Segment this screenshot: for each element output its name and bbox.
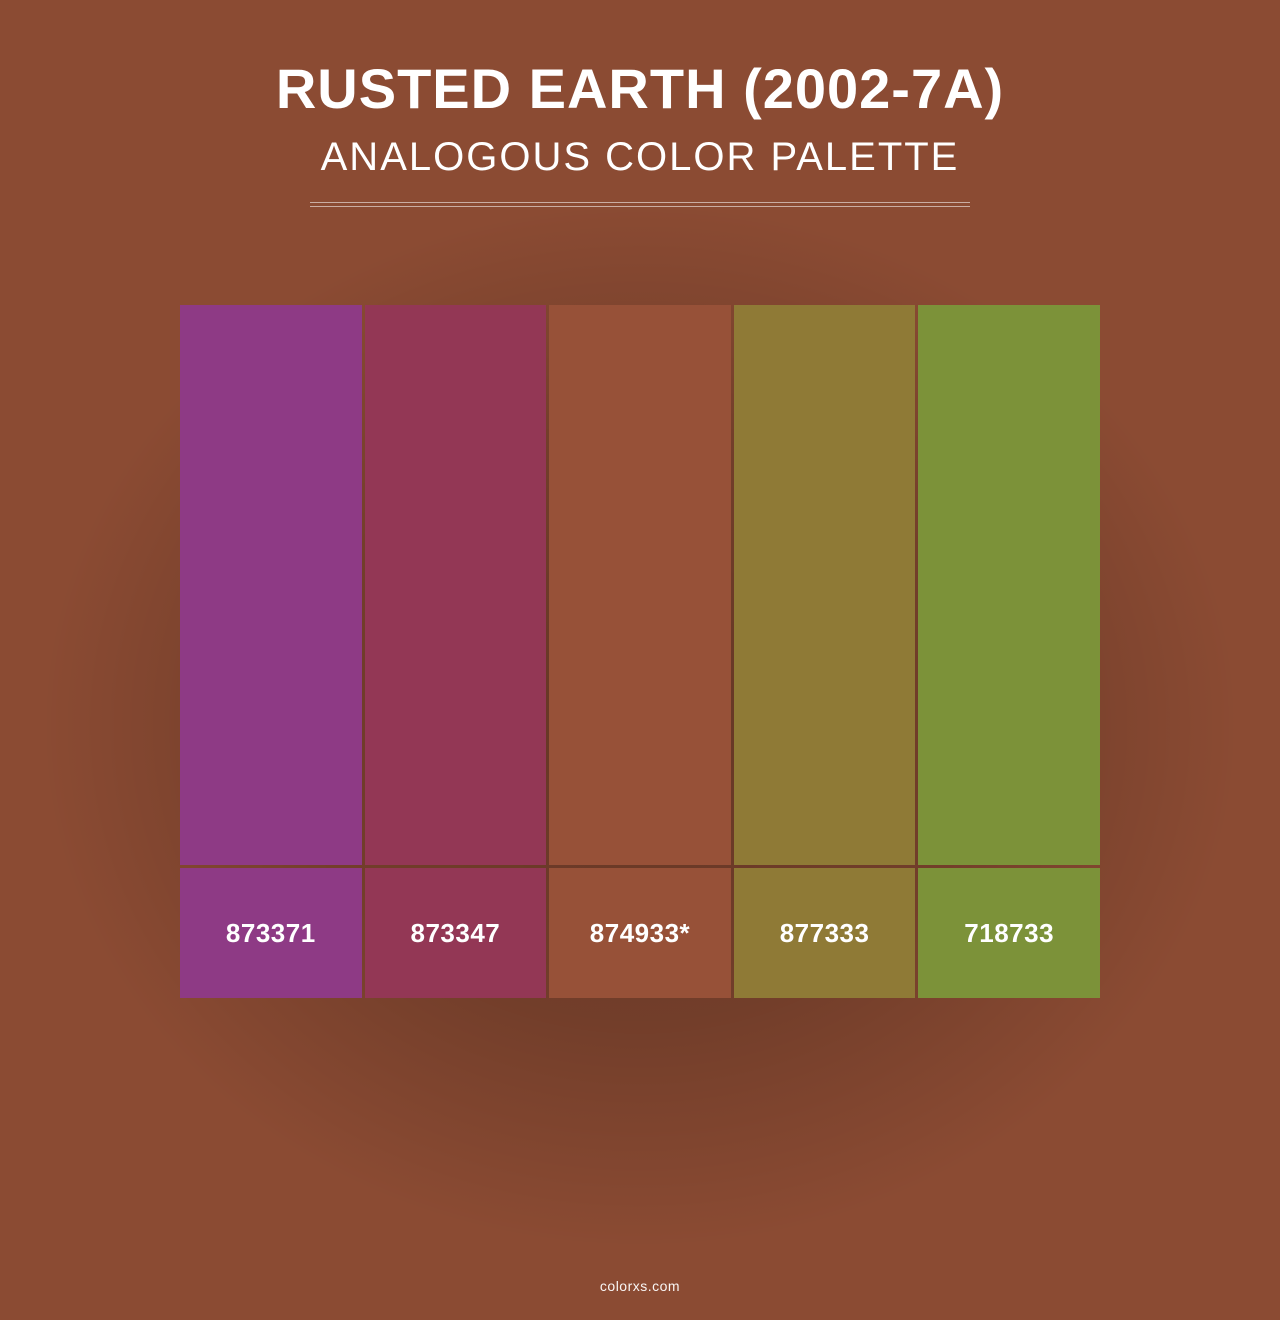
page-title: RUSTED EARTH (2002-7A) [276, 56, 1004, 121]
swatch-column: 874933* [549, 305, 731, 998]
swatch-label-box: 718733 [918, 868, 1100, 998]
swatch-column: 873371 [180, 305, 362, 998]
swatch-hex-label: 874933* [590, 918, 690, 949]
swatch-column: 718733 [918, 305, 1100, 998]
color-palette: 873371 873347 874933* 877333 718733 [180, 305, 1100, 998]
swatch-column: 873347 [365, 305, 547, 998]
footer-credit: colorxs.com [0, 1278, 1280, 1294]
swatch-label-box: 873347 [365, 868, 547, 998]
swatch-hex-label: 718733 [964, 918, 1054, 949]
content-wrap: RUSTED EARTH (2002-7A) ANALOGOUS COLOR P… [0, 0, 1280, 1320]
swatch-top [918, 305, 1100, 865]
swatch-hex-label: 877333 [780, 918, 870, 949]
swatch-hex-label: 873347 [411, 918, 501, 949]
header-divider [310, 202, 970, 207]
swatch-label-box: 873371 [180, 868, 362, 998]
swatch-top [734, 305, 916, 865]
swatch-top [549, 305, 731, 865]
swatch-label-box: 874933* [549, 868, 731, 998]
swatch-hex-label: 873371 [226, 918, 316, 949]
swatch-label-box: 877333 [734, 868, 916, 998]
page-subtitle: ANALOGOUS COLOR PALETTE [321, 135, 960, 180]
swatch-top [365, 305, 547, 865]
swatch-column: 877333 [734, 305, 916, 998]
swatch-top [180, 305, 362, 865]
